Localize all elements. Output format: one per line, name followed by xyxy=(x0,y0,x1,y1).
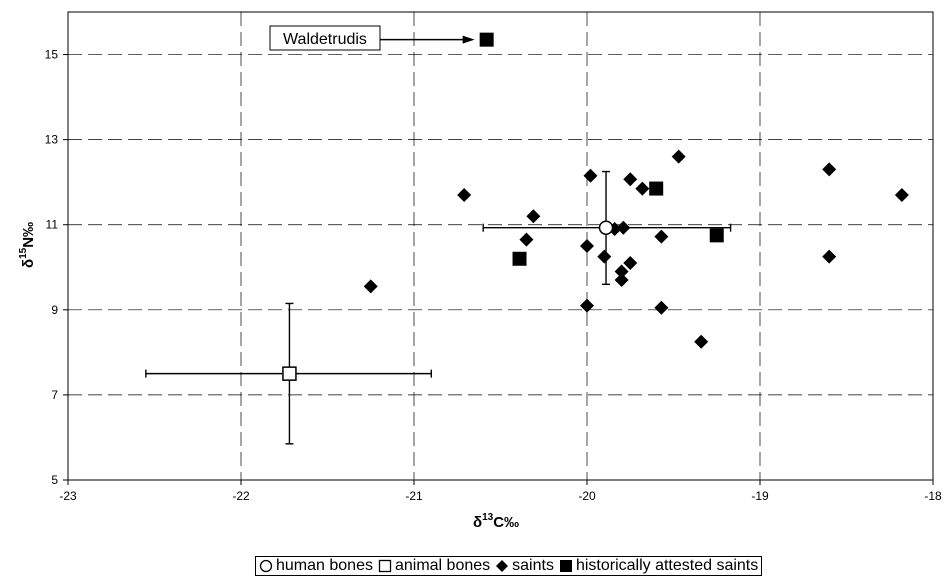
filled-diamond-point xyxy=(822,162,837,177)
annotation-label: Waldetrudis xyxy=(283,31,367,48)
legend-marker-filled-square xyxy=(559,560,572,572)
filled-square-point xyxy=(649,181,664,196)
open-square-point xyxy=(282,366,297,381)
open-circle-icon xyxy=(259,559,273,573)
plot-area xyxy=(67,11,934,481)
filled-diamond-point xyxy=(363,279,378,294)
legend-item: historically attested saints xyxy=(559,557,758,575)
open-circle-point xyxy=(598,220,614,235)
filled-diamond-point xyxy=(654,300,669,315)
filled-diamond-point xyxy=(822,249,837,264)
grid-lines xyxy=(68,12,933,480)
filled-diamond-point xyxy=(623,256,638,271)
filled-diamond-point xyxy=(526,209,541,224)
filled-diamond-point xyxy=(597,249,612,264)
filled-diamond-point xyxy=(519,232,534,247)
legend-marker-open-circle xyxy=(259,559,273,573)
axis-ticks: -23 -22 -21 -20 -19 -18 5 7 9 11 13 15 xyxy=(45,48,942,503)
x-tick-label: -23 xyxy=(59,489,77,503)
y-tick-label: 11 xyxy=(46,218,59,232)
y-axis-title: δ15N‰ xyxy=(18,222,37,268)
y-tick-label: 5 xyxy=(51,473,58,487)
y-tick-label: 9 xyxy=(51,303,58,317)
filled-diamond-point xyxy=(614,264,629,279)
filled-diamond-point xyxy=(635,181,650,196)
x-axis-title: δ13C‰ xyxy=(473,512,519,531)
legend-label: historically attested saints xyxy=(575,557,759,574)
filled-square-point xyxy=(512,251,527,266)
legend-label: saints xyxy=(512,557,554,574)
filled-diamond-point xyxy=(654,229,669,244)
annotation-box xyxy=(269,25,381,51)
filled-square-point xyxy=(479,32,494,47)
filled-diamond-point xyxy=(623,172,638,187)
legend-item: animal bones xyxy=(378,557,490,575)
open-square-icon xyxy=(378,559,392,573)
legend-item: human bones xyxy=(259,557,373,575)
legend-label: animal bones xyxy=(394,557,491,574)
filled-diamond-point xyxy=(694,334,709,349)
legend-marker-filled-diamond xyxy=(496,560,509,572)
annotation-arrow-head xyxy=(462,35,475,44)
y-tick-label: 13 xyxy=(45,133,59,147)
data-points xyxy=(282,32,909,381)
filled-diamond-point xyxy=(457,187,472,202)
y-tick-label: 15 xyxy=(45,48,59,62)
filled-square-icon xyxy=(559,560,572,572)
legend-item: saints xyxy=(495,557,554,575)
filled-diamond-point xyxy=(616,220,631,235)
x-tick-label: -20 xyxy=(578,489,596,503)
error-bars xyxy=(145,170,732,445)
filled-diamond-point xyxy=(894,187,909,202)
legend: human bones animal bones saints historicall… xyxy=(255,556,763,576)
filled-diamond-point xyxy=(671,149,686,164)
x-tick-label: -21 xyxy=(405,489,423,503)
x-tick-label: -22 xyxy=(232,489,250,503)
filled-square-point xyxy=(709,228,724,243)
annotation: Waldetrudis xyxy=(269,25,475,51)
filled-diamond-point xyxy=(580,239,594,253)
filled-diamond-point xyxy=(580,298,594,313)
filled-diamond-icon xyxy=(496,560,509,572)
legend-label: human bones xyxy=(276,557,373,574)
x-tick-label: -18 xyxy=(924,489,942,503)
filled-diamond-point xyxy=(614,273,629,288)
legend-marker-open-square xyxy=(378,559,392,573)
filled-diamond-point xyxy=(583,168,598,183)
x-tick-label: -19 xyxy=(751,489,769,503)
y-tick-label: 7 xyxy=(51,388,58,402)
